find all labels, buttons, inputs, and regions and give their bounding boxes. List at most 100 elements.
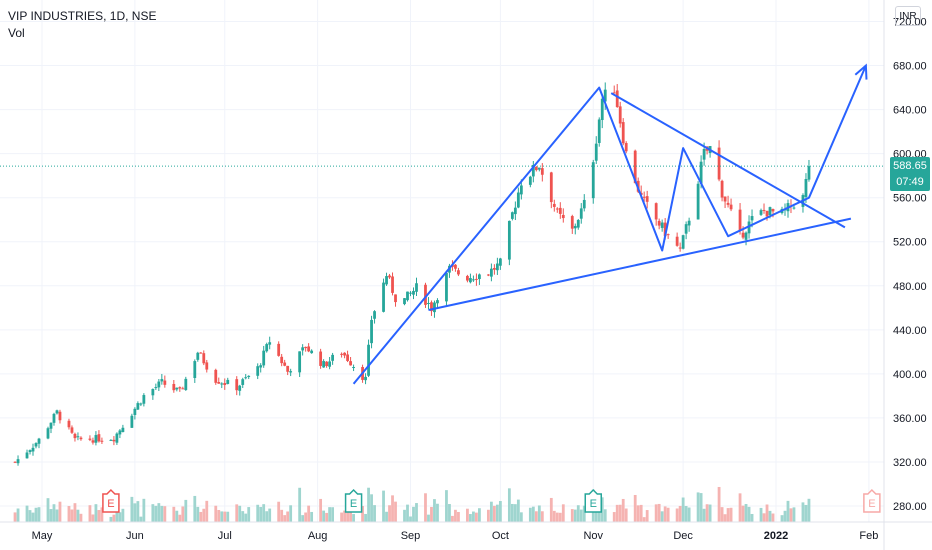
candle: [214, 368, 218, 385]
volume-bar: [115, 507, 119, 522]
volume-bar: [498, 501, 502, 522]
candle: [765, 210, 769, 221]
volume-bar: [657, 503, 661, 522]
pattern-drawing[interactable]: [352, 63, 868, 385]
volume-bar: [181, 506, 185, 522]
volume-bar: [328, 507, 332, 522]
volume-bar: [133, 503, 137, 522]
volume-bar: [738, 493, 742, 522]
candle: [540, 163, 544, 182]
earnings-marker-label: E: [590, 498, 597, 510]
volume-bar: [76, 509, 80, 522]
volume-bars: [13, 486, 811, 522]
candle: [109, 439, 113, 441]
volume-bar: [91, 514, 95, 522]
volume-bar: [642, 517, 646, 522]
volume-bar: [510, 503, 514, 522]
earnings-marker[interactable]: E: [584, 488, 603, 513]
y-tick-label: 440.00: [893, 325, 927, 337]
volume-bar: [666, 507, 670, 522]
candle: [597, 117, 601, 147]
candle: [25, 449, 29, 459]
volume-bar: [472, 511, 475, 522]
volume-bar: [277, 501, 281, 522]
candle: [681, 234, 685, 250]
y-tick-label: 560.00: [893, 193, 927, 205]
volume-bar: [537, 505, 541, 522]
symbol-title[interactable]: VIP INDUSTRIES, 1D, NSE: [8, 9, 157, 23]
candle: [244, 374, 248, 380]
volume-bar: [346, 503, 349, 522]
candle: [364, 373, 367, 385]
volume-bar: [247, 507, 251, 522]
candle: [325, 361, 329, 368]
volume-bar: [702, 508, 706, 522]
volume-bar: [28, 510, 32, 522]
earnings-marker[interactable]: E: [102, 488, 120, 513]
currency-button[interactable]: INR: [895, 6, 921, 26]
volume-bar: [427, 514, 430, 522]
volume-bar: [570, 509, 574, 522]
volume-bar: [157, 503, 161, 522]
volume-bar: [519, 512, 523, 522]
candle: [537, 167, 541, 172]
candle: [205, 359, 209, 373]
volume-bar: [705, 504, 709, 522]
candle: [31, 443, 35, 456]
volume-bar: [307, 505, 311, 522]
volume-indicator-label[interactable]: Vol: [8, 26, 25, 40]
candle: [391, 272, 394, 296]
volume-bar: [726, 508, 730, 522]
candle: [349, 357, 352, 366]
candle: [256, 363, 260, 380]
candle: [666, 233, 670, 239]
zigzag-path[interactable]: [352, 65, 867, 385]
candle: [472, 275, 475, 282]
candle: [726, 195, 730, 208]
candle: [457, 267, 460, 277]
volume-bar: [382, 490, 385, 522]
volume-bar: [49, 509, 53, 522]
candle: [298, 351, 302, 377]
candle: [157, 378, 161, 391]
candle: [340, 352, 343, 358]
candle: [409, 291, 412, 297]
candle: [52, 412, 56, 426]
candle: [531, 161, 535, 183]
chart-legend: VIP INDUSTRIES, 1D, NSE Vol: [8, 8, 156, 42]
volume-bar: [73, 503, 77, 522]
volume-bar: [717, 486, 721, 522]
volume-bar: [621, 498, 625, 522]
volume-bar: [780, 515, 784, 522]
candle: [385, 272, 388, 286]
volume-bar: [675, 508, 679, 522]
earnings-marker[interactable]: E: [344, 488, 363, 513]
candle: [388, 273, 391, 279]
volume-bar: [322, 510, 326, 522]
candle: [328, 356, 332, 370]
volume-bar: [58, 501, 62, 522]
resistance-trendline[interactable]: [610, 92, 846, 229]
candle: [277, 341, 281, 357]
candle: [13, 461, 17, 464]
volume-bar: [130, 496, 134, 522]
x-tick-label: Jun: [126, 530, 144, 542]
volume-bar: [67, 505, 71, 522]
volume-bar: [34, 507, 38, 522]
support-trendline[interactable]: [428, 217, 852, 311]
volume-bar: [370, 494, 373, 522]
candle: [88, 435, 92, 442]
volume-bar: [528, 507, 532, 522]
volume-bar: [573, 509, 577, 522]
earnings-marker[interactable]: E: [863, 488, 881, 513]
volume-bar: [154, 505, 158, 522]
x-tick-label: May: [32, 530, 53, 542]
volume-bar: [789, 508, 793, 522]
volume-bar: [678, 505, 682, 522]
volume-bar: [142, 498, 146, 522]
x-tick-label: 2022: [764, 530, 788, 542]
candle: [412, 287, 415, 300]
